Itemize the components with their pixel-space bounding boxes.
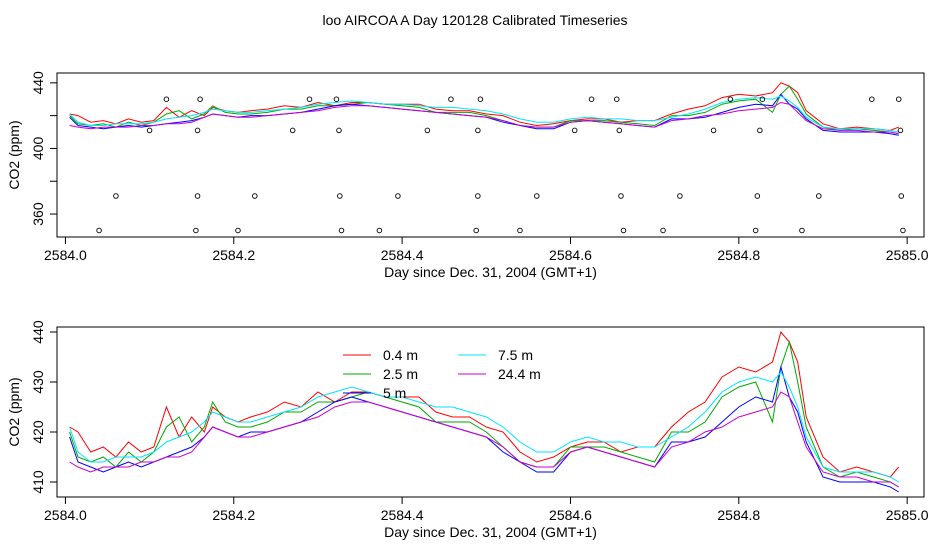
y-tick-label: 410 [30,470,46,494]
series-line-0-4-m [69,82,899,131]
series-line-2-5-m [69,340,899,488]
scatter-point [677,193,683,199]
scatter-point [96,227,102,234]
scatter-point [477,96,484,102]
x-tick-label: 2584.0 [44,507,87,523]
x-axis-label: Day since Dec. 31, 2004 (GMT+1) [384,524,597,540]
x-tick-label: 2584.4 [381,507,424,523]
scatter-point [337,193,343,199]
scatter-point [113,193,119,199]
scatter-point [424,127,431,134]
panel-top: 2584.0 2584.2 2584.4 2584.6 2584.8 2585.0 360 4… [6,71,929,280]
scatter-point [616,127,623,134]
scatter-point [475,193,481,199]
scatter-point [517,227,523,234]
scatter-point [618,193,624,199]
scatter-point [448,96,454,102]
series-group [69,330,900,493]
series-line-7-5-m [69,95,899,133]
x-tick-label: 2585.0 [886,507,929,523]
plot-frame [56,72,925,238]
series-line-2-5-m [69,85,899,135]
series-group [69,82,899,136]
y-tick-label: 440 [30,320,46,344]
y-tick-label: 360 [30,202,46,226]
scatter-point [620,227,627,234]
scatter-point [194,193,201,199]
scatter-group [96,96,906,234]
scatter-point [900,227,906,234]
scatter-point [759,96,766,102]
y-axis-label: CO2 (ppm) [6,377,22,446]
scatter-point [710,127,717,134]
scatter-point [869,96,875,102]
legend-label: 0.4 m [383,347,418,363]
scatter-point [395,193,401,199]
scatter-point [163,96,170,102]
scatter-point [235,227,241,234]
series-line-7-5-m [69,371,899,483]
x-tick-label: 2584.0 [44,247,87,263]
plot-frame [56,326,925,498]
scatter-point [799,227,805,234]
x-tick-label: 2584.8 [717,247,760,263]
series-line-24-4-m [69,391,899,488]
legend: 0.4 m 2.5 m 5 m 7.5 m 24.4 m [343,347,541,401]
scatter-point [475,127,481,134]
scatter-point [146,127,153,134]
series-line-24-4-m [69,101,899,135]
scatter-point [588,96,595,102]
x-tick-label: 2584.2 [212,247,255,263]
x-tick-label: 2584.6 [549,507,592,523]
legend-label: 2.5 m [383,366,418,382]
scatter-point [338,227,345,234]
series-line-0-4-m [69,330,900,478]
scatter-point [754,193,761,199]
x-tick-label: 2584.2 [212,507,255,523]
series-line-5-m [69,365,899,493]
scatter-point [289,127,296,134]
scatter-point [727,96,734,102]
scatter-point [752,227,759,234]
legend-label: 24.4 m [498,366,541,382]
scatter-point [614,96,620,102]
legend-label: 5 m [383,385,406,401]
legend-label: 7.5 m [498,347,533,363]
scatter-point [816,193,822,199]
y-tick-label: 430 [30,370,46,394]
x-tick-label: 2584.4 [381,247,424,263]
scatter-point [895,96,902,102]
scatter-point [897,127,904,134]
y-tick-label: 420 [30,420,46,444]
scatter-point [660,227,666,234]
scatter-point [252,193,258,199]
scatter-point [376,227,383,234]
scatter-point [898,193,905,199]
scatter-point [534,193,540,199]
x-tick-label: 2585.0 [886,247,929,263]
scatter-point [197,96,203,102]
x-tick-label: 2584.6 [549,247,592,263]
scatter-point [333,96,340,102]
x-tick-label: 2584.8 [717,507,760,523]
panel-bottom: 2584.0 2584.2 2584.4 2584.6 2584.8 2585.0 410 4… [6,320,929,540]
scatter-point [571,127,578,134]
scatter-point [336,127,342,134]
scatter-point [757,127,763,134]
scatter-point [194,127,201,134]
scatter-point [193,227,199,234]
y-tick-label: 400 [30,137,46,161]
y-axis-label: CO2 (ppm) [6,120,22,189]
x-axis-label: Day since Dec. 31, 2004 (GMT+1) [384,264,597,280]
scatter-point [473,227,479,234]
y-tick-label: 440 [30,71,46,95]
figure-title: loo AIRCOA A Day 120128 Calibrated Times… [322,12,628,28]
scatter-point [306,96,313,102]
